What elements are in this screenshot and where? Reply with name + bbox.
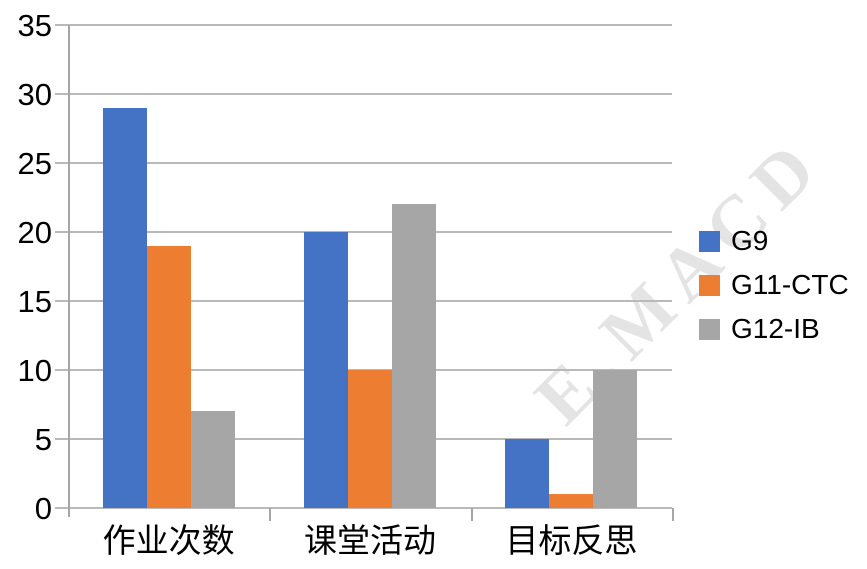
legend-swatch-icon (699, 318, 720, 340)
bar-G12-IB-目标反思 (593, 370, 638, 508)
x-category-label: 目标反思 (505, 521, 638, 560)
y-tick-label: 0 (34, 491, 52, 526)
x-category-label: 课堂活动 (303, 521, 436, 560)
gridline-y-15 (55, 300, 672, 302)
y-tick-label: 10 (17, 353, 52, 388)
y-tick-label: 20 (17, 215, 52, 250)
gridline-y-20 (55, 231, 672, 233)
y-tick-label: 15 (17, 284, 52, 319)
y-tick-label: 25 (17, 146, 52, 181)
x-axis-tick (672, 508, 674, 521)
y-axis-line (68, 25, 70, 517)
x-category-label: 作业次数 (102, 521, 235, 560)
bar-G9-目标反思 (505, 439, 550, 508)
legend: G9 G11-CTC G12-IB (699, 225, 849, 362)
legend-label: G11-CTC (731, 269, 849, 300)
y-tick-label: 30 (17, 77, 52, 112)
bar-G11-CTC-课堂活动 (348, 370, 392, 508)
bar-G11-CTC-作业次数 (146, 245, 191, 508)
x-axis-tick (269, 508, 272, 521)
gridline-y-30 (55, 93, 672, 95)
bar-G11-CTC-目标反思 (549, 494, 594, 508)
legend-item-G12-IB: G12-IB (699, 313, 849, 344)
bar-G12-IB-课堂活动 (392, 204, 436, 508)
y-tick-label: 35 (17, 8, 52, 43)
gridline-y-35 (55, 24, 672, 26)
legend-item-G11-CTC: G11-CTC (699, 269, 849, 300)
bar-G12-IB-作业次数 (190, 411, 235, 508)
legend-swatch-icon (699, 230, 720, 252)
legend-label: G12-IB (731, 313, 820, 344)
gridline-y-0 (55, 507, 672, 509)
x-axis-tick (470, 508, 473, 521)
legend-label: G9 (731, 225, 769, 256)
legend-swatch-icon (699, 274, 720, 296)
y-tick-label: 5 (34, 422, 52, 457)
bar-G9-课堂活动 (304, 232, 348, 508)
gridline-y-25 (55, 162, 672, 164)
bar-G9-作业次数 (102, 107, 147, 508)
legend-item-G9: G9 (699, 225, 849, 256)
